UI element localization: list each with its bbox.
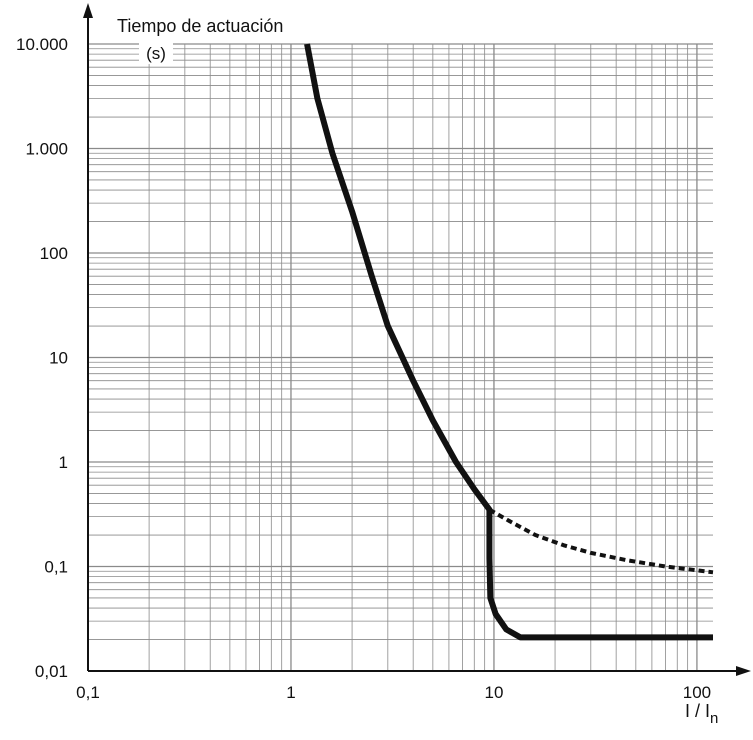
x-axis-arrow-icon [736,666,751,676]
y-tick-labels: 0,01 0,1 1 10 100 1.000 10.000 [16,35,68,681]
y-axis-label: Tiempo de actuación [117,16,283,36]
x-tick-label: 10 [484,683,503,702]
y-tick-label: 0,1 [44,558,68,577]
x-tick-label: 100 [683,683,711,702]
y-tick-label: 10 [49,349,68,368]
y-tick-label: 0,01 [35,662,68,681]
x-tick-labels: 0,1 1 10 100 [76,683,711,702]
y-tick-label: 1.000 [25,140,68,159]
x-axis-label: I / In [685,701,718,727]
x-axis-label-subscript: n [710,710,718,727]
y-tick-label: 1 [59,453,68,472]
y-unit-label-background [139,42,173,64]
y-tick-label: 10.000 [16,35,68,54]
series-layer [304,43,714,641]
x-tick-label: 0,1 [76,683,100,702]
dashed-curve [488,507,714,575]
y-tick-label: 100 [40,244,68,263]
x-tick-label: 1 [286,683,295,702]
x-axis-label-main: I / I [685,701,710,721]
major-grid [88,43,713,671]
y-unit-label: (s) [146,44,166,63]
y-axis-arrow-icon [83,3,93,18]
solid-trip-curve [304,43,713,641]
axes [83,3,751,676]
